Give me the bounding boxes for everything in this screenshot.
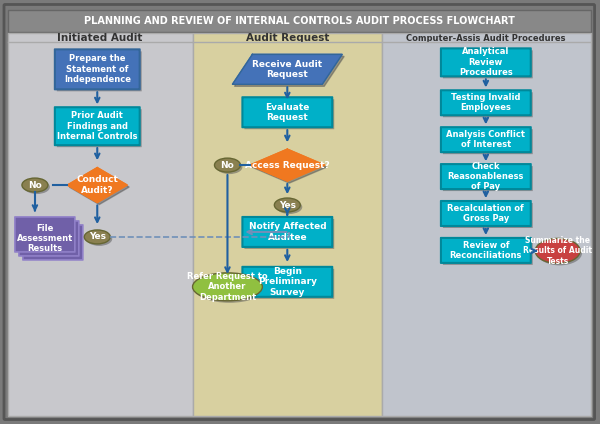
Ellipse shape — [24, 180, 50, 194]
Polygon shape — [70, 170, 129, 204]
FancyBboxPatch shape — [443, 240, 533, 265]
Ellipse shape — [277, 200, 302, 214]
Polygon shape — [232, 54, 342, 84]
Text: Check
Reasonableness
of Pay: Check Reasonableness of Pay — [448, 162, 524, 192]
FancyBboxPatch shape — [443, 50, 533, 78]
Text: No: No — [221, 161, 235, 170]
Ellipse shape — [193, 273, 262, 301]
FancyBboxPatch shape — [4, 5, 595, 419]
FancyBboxPatch shape — [55, 49, 140, 89]
FancyBboxPatch shape — [441, 90, 531, 115]
Text: Access Request?: Access Request? — [245, 161, 329, 170]
FancyBboxPatch shape — [193, 33, 382, 416]
Text: Refer Request to
Another
Department: Refer Request to Another Department — [187, 272, 268, 302]
Text: Receive Audit
Request: Receive Audit Request — [252, 60, 322, 79]
FancyBboxPatch shape — [242, 97, 332, 127]
Polygon shape — [235, 56, 344, 86]
Ellipse shape — [217, 160, 242, 174]
FancyBboxPatch shape — [15, 217, 75, 252]
Text: Prepare the
Statement of
Independence: Prepare the Statement of Independence — [64, 54, 131, 84]
FancyBboxPatch shape — [242, 267, 332, 297]
Ellipse shape — [274, 198, 300, 212]
FancyBboxPatch shape — [19, 221, 79, 256]
Text: Notify Affected
Auditee: Notify Affected Auditee — [248, 222, 326, 242]
FancyBboxPatch shape — [441, 238, 531, 263]
Text: File
Assessment
Results: File Assessment Results — [17, 223, 73, 253]
Text: Audit Request: Audit Request — [245, 33, 329, 43]
FancyBboxPatch shape — [242, 217, 332, 247]
Ellipse shape — [535, 238, 580, 263]
Text: Summarize the
Results of Audit
Tests: Summarize the Results of Audit Tests — [523, 236, 592, 266]
FancyBboxPatch shape — [441, 127, 531, 152]
Text: PLANNING AND REVIEW OF INTERNAL CONTROLS AUDIT PROCESS FLOWCHART: PLANNING AND REVIEW OF INTERNAL CONTROLS… — [84, 17, 515, 26]
Text: Analysis Conflict
of Interest: Analysis Conflict of Interest — [446, 130, 526, 149]
FancyBboxPatch shape — [55, 107, 140, 145]
Text: Yes: Yes — [279, 201, 296, 209]
Text: Testing Invalid
Employees: Testing Invalid Employees — [451, 93, 521, 112]
Text: No: No — [28, 181, 42, 190]
Ellipse shape — [194, 275, 265, 303]
FancyBboxPatch shape — [8, 11, 590, 32]
Polygon shape — [67, 167, 127, 203]
Text: Review of
Reconciliations: Review of Reconciliations — [449, 241, 522, 260]
Text: Yes: Yes — [89, 232, 106, 241]
Text: Analytical
Review
Procedures: Analytical Review Procedures — [459, 47, 513, 77]
Polygon shape — [252, 151, 327, 183]
Ellipse shape — [537, 240, 582, 265]
FancyBboxPatch shape — [57, 51, 142, 91]
Ellipse shape — [22, 178, 48, 192]
FancyBboxPatch shape — [443, 129, 533, 154]
FancyBboxPatch shape — [441, 48, 531, 76]
FancyBboxPatch shape — [382, 33, 590, 416]
Ellipse shape — [84, 230, 110, 244]
FancyBboxPatch shape — [443, 166, 533, 191]
Ellipse shape — [214, 158, 241, 172]
Text: Computer-Assis Audit Procedures: Computer-Assis Audit Procedures — [406, 34, 566, 43]
FancyBboxPatch shape — [244, 99, 334, 129]
FancyBboxPatch shape — [443, 92, 533, 117]
FancyBboxPatch shape — [443, 203, 533, 228]
Text: Evaluate
Request: Evaluate Request — [265, 103, 310, 122]
FancyBboxPatch shape — [23, 225, 83, 260]
Ellipse shape — [86, 232, 112, 246]
FancyBboxPatch shape — [57, 109, 142, 147]
Text: Begin
Preliminary
Survey: Begin Preliminary Survey — [258, 267, 317, 297]
FancyBboxPatch shape — [244, 219, 334, 249]
FancyBboxPatch shape — [8, 33, 193, 416]
Text: Recalculation of
Gross Pay: Recalculation of Gross Pay — [448, 204, 524, 223]
Text: Initiated Audit: Initiated Audit — [57, 33, 142, 43]
FancyBboxPatch shape — [441, 201, 531, 226]
FancyBboxPatch shape — [244, 269, 334, 299]
Text: Prior Audit
Findings and
Internal Controls: Prior Audit Findings and Internal Contro… — [57, 112, 137, 141]
FancyBboxPatch shape — [441, 164, 531, 189]
Text: Conduct
Audit?: Conduct Audit? — [76, 176, 118, 195]
Polygon shape — [250, 149, 325, 181]
